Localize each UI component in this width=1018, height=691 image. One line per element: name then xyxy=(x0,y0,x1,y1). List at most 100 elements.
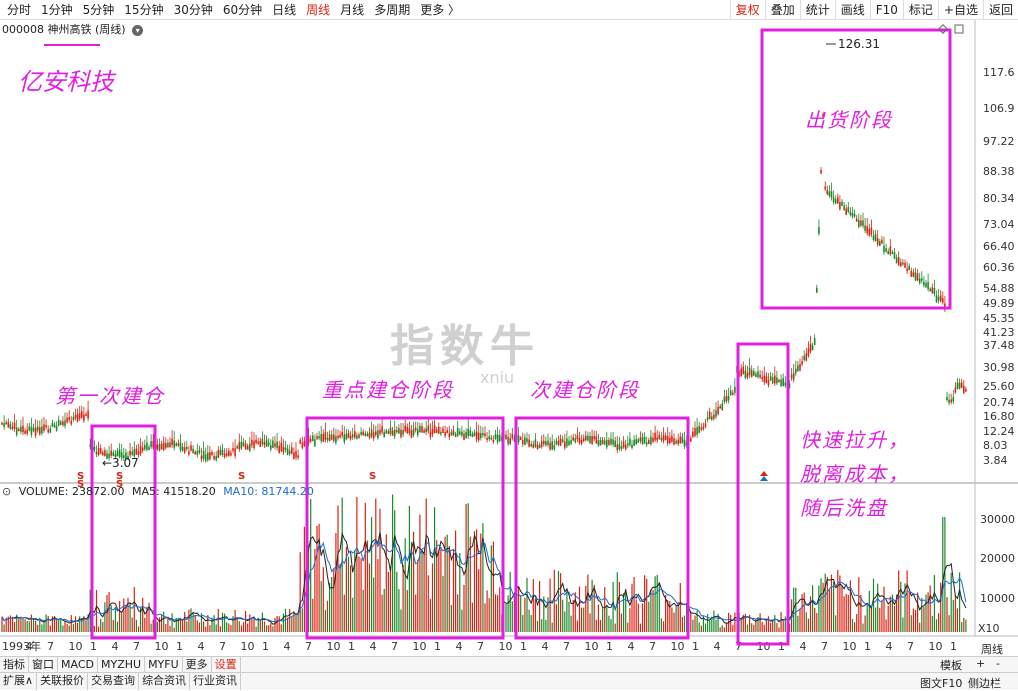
volume-bar xyxy=(927,592,929,632)
add-pane-button[interactable]: + xyxy=(976,657,986,670)
tab-period-6[interactable]: 日线 xyxy=(272,3,297,17)
time-tick: 4 xyxy=(26,640,33,653)
volume-bar xyxy=(102,622,104,632)
time-tick: 1 xyxy=(864,640,871,653)
candle-body xyxy=(822,113,824,118)
candle-body xyxy=(362,431,364,436)
candle-body xyxy=(131,451,133,455)
candle-body xyxy=(181,446,184,451)
volume-bar xyxy=(765,619,767,632)
toolbar-button-6[interactable]: +自选 xyxy=(937,0,983,20)
toolbar-button-1[interactable]: 叠加 xyxy=(764,0,800,20)
sidebar-button[interactable]: 侧边栏 xyxy=(968,677,1001,690)
volume-bar xyxy=(881,600,883,632)
candle-body xyxy=(530,443,532,447)
tab-period-7[interactable]: 周线 xyxy=(306,3,331,17)
watermark-logo: 指数牛 xyxy=(390,321,540,372)
indicator-tab-0[interactable]: 指标 xyxy=(0,657,29,672)
tab-period-3[interactable]: 15分钟 xyxy=(124,3,164,17)
volume-bar xyxy=(473,531,476,632)
candle-body xyxy=(11,426,14,429)
candle-body xyxy=(129,450,131,456)
candle-body xyxy=(469,430,472,436)
price-tick: 3.84 xyxy=(983,454,1008,467)
indicator-tab-4[interactable]: MYFU xyxy=(145,657,183,672)
time-tick: 10 xyxy=(241,640,255,653)
candle-body xyxy=(280,442,283,451)
tab-period-9[interactable]: 多周期 xyxy=(374,3,411,17)
tab-period-8[interactable]: 月线 xyxy=(340,3,365,17)
volume-bar xyxy=(232,616,234,632)
volume-bar xyxy=(723,627,725,632)
extension-tab-4[interactable]: 行业资讯 xyxy=(190,673,242,690)
candle-body xyxy=(795,368,797,374)
tab-period-10[interactable]: 更多 〉 xyxy=(420,3,461,17)
extension-tab-0[interactable]: 扩展∧ xyxy=(0,673,38,690)
volume-bar xyxy=(669,600,671,632)
volume-bar xyxy=(805,612,807,632)
candle-body xyxy=(118,449,121,458)
volume-bar xyxy=(471,602,473,632)
toolbar-button-4[interactable]: F10 xyxy=(869,0,903,20)
candle-body xyxy=(933,287,936,294)
candle-body xyxy=(746,372,749,378)
tab-period-4[interactable]: 30分钟 xyxy=(173,3,213,17)
volume-ma5-line xyxy=(1,531,967,625)
volume-bar xyxy=(366,540,368,632)
indicator-tab-1[interactable]: 窗口 xyxy=(29,657,58,672)
tab-period-2[interactable]: 5分钟 xyxy=(82,3,115,17)
stock-header[interactable]: 000008 神州高铁 (周线) ▾ xyxy=(2,21,144,37)
volume-bar xyxy=(413,531,415,632)
candle-body xyxy=(192,448,194,454)
tab-period-1[interactable]: 1分钟 xyxy=(41,3,73,17)
indicator-tab-2[interactable]: MACD xyxy=(58,657,98,672)
indicator-tab-3[interactable]: MYZHU xyxy=(98,657,146,672)
candle-body xyxy=(666,436,669,444)
extension-tab-3[interactable]: 综合资讯 xyxy=(139,673,191,690)
extension-tab-1[interactable]: 关联报价 xyxy=(37,673,89,690)
kline-chart[interactable]: 117.6 106.9 97.22 88.38 80.34 73.04 66.40 60.36… xyxy=(0,20,1018,656)
time-tick: 7 xyxy=(219,640,226,653)
volume-bar xyxy=(633,576,635,632)
volume-bar xyxy=(3,624,5,632)
remove-pane-button[interactable]: - xyxy=(996,657,1000,670)
template-button[interactable]: 模板 xyxy=(940,659,962,672)
volume-bar xyxy=(26,620,28,632)
candle-body xyxy=(351,434,354,438)
candle-body xyxy=(53,424,56,428)
candle-body xyxy=(303,441,306,446)
candle-body xyxy=(759,374,761,378)
chevron-down-icon[interactable]: ▾ xyxy=(132,24,144,36)
volume-bar xyxy=(463,584,465,632)
price-tick: 12.24 xyxy=(983,425,1015,438)
indicator-tab-6[interactable]: 设置 xyxy=(212,657,241,672)
toolbar-button-7[interactable]: 返回 xyxy=(982,0,1018,20)
candle-body xyxy=(757,371,759,378)
candle-body xyxy=(51,422,54,427)
f10-button[interactable]: 图文F10 xyxy=(920,677,963,690)
candle-body xyxy=(114,454,117,458)
volume-bar xyxy=(440,547,442,632)
price-tick: 45.35 xyxy=(983,312,1015,325)
time-tick: 7 xyxy=(735,640,742,653)
toolbar-button-5[interactable]: 标记 xyxy=(902,0,938,20)
toolbar-button-2[interactable]: 统计 xyxy=(799,0,835,20)
volume-bar xyxy=(660,618,662,632)
candle-body xyxy=(389,427,392,435)
volume-bar xyxy=(639,623,641,632)
extension-tab-2[interactable]: 交易查询 xyxy=(88,673,140,690)
time-tick: 10 xyxy=(757,640,771,653)
tab-period-0[interactable]: 分时 xyxy=(7,3,32,17)
volume-bar xyxy=(625,588,627,632)
toolbar-button-0[interactable]: 复权 xyxy=(729,0,765,20)
tab-period-5[interactable]: 60分钟 xyxy=(222,3,263,17)
volume-bar xyxy=(509,571,511,632)
candle-body xyxy=(702,426,705,430)
candle-body xyxy=(393,429,396,437)
volume-bar xyxy=(816,613,818,632)
volume-bar xyxy=(809,596,812,632)
toolbar-button-3[interactable]: 画线 xyxy=(834,0,870,20)
candle-body xyxy=(721,403,724,411)
indicator-tab-5[interactable]: 更多 xyxy=(183,657,212,672)
chevron-down-icon[interactable]: ⊙ xyxy=(2,485,12,498)
